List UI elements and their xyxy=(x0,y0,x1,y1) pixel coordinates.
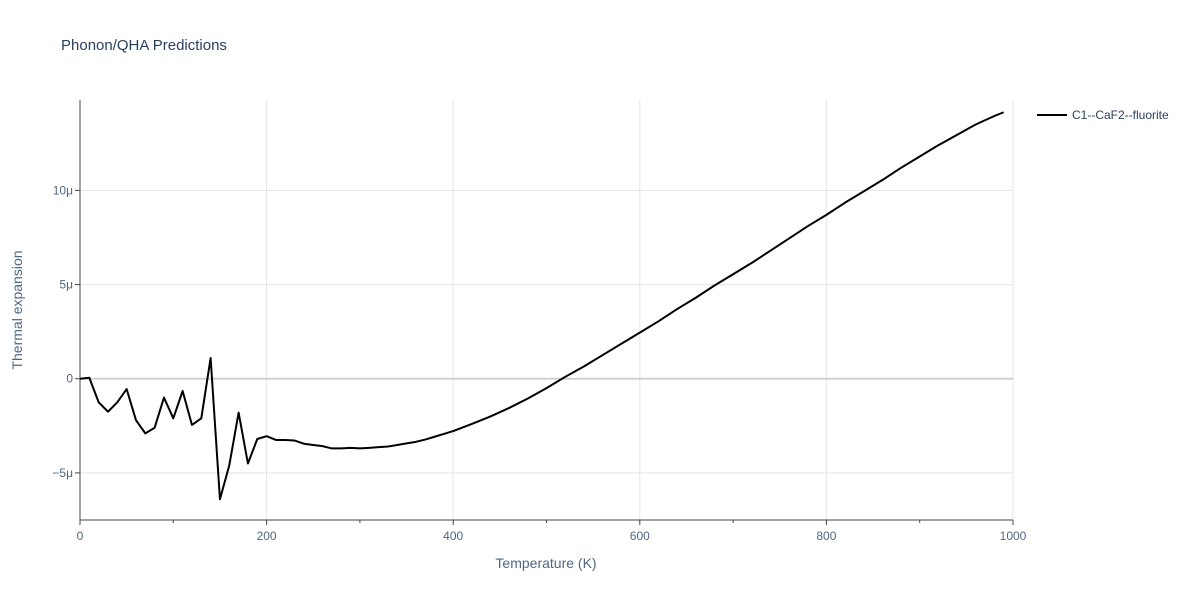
x-tick-label: 800 xyxy=(816,529,836,543)
plot-area xyxy=(79,111,1005,501)
x-tick-label: 0 xyxy=(77,529,84,543)
x-tick-label: 600 xyxy=(630,529,650,543)
legend[interactable]: C1--CaF2--fluorite xyxy=(1037,108,1169,122)
legend-label: C1--CaF2--fluorite xyxy=(1072,108,1169,122)
grid xyxy=(80,100,1014,520)
y-tick-label: 10μ xyxy=(53,183,73,197)
x-tick-label: 400 xyxy=(443,529,463,543)
y-tick-label: −5μ xyxy=(52,466,73,480)
x-axis-title: Temperature (K) xyxy=(495,555,596,571)
y-tick-label: 5μ xyxy=(59,278,73,292)
tick-labels: 0 200 400 600 800 1000 −5μ 0 5μ 10μ xyxy=(52,183,1026,543)
y-axis-title: Thermal expansion xyxy=(9,250,25,369)
series-line xyxy=(79,111,1005,501)
chart-title: Phonon/QHA Predictions xyxy=(61,37,227,54)
y-tick-label: 0 xyxy=(66,372,73,386)
x-tick-label: 200 xyxy=(257,529,277,543)
axes xyxy=(75,100,1014,525)
x-tick-label: 1000 xyxy=(1000,529,1027,543)
